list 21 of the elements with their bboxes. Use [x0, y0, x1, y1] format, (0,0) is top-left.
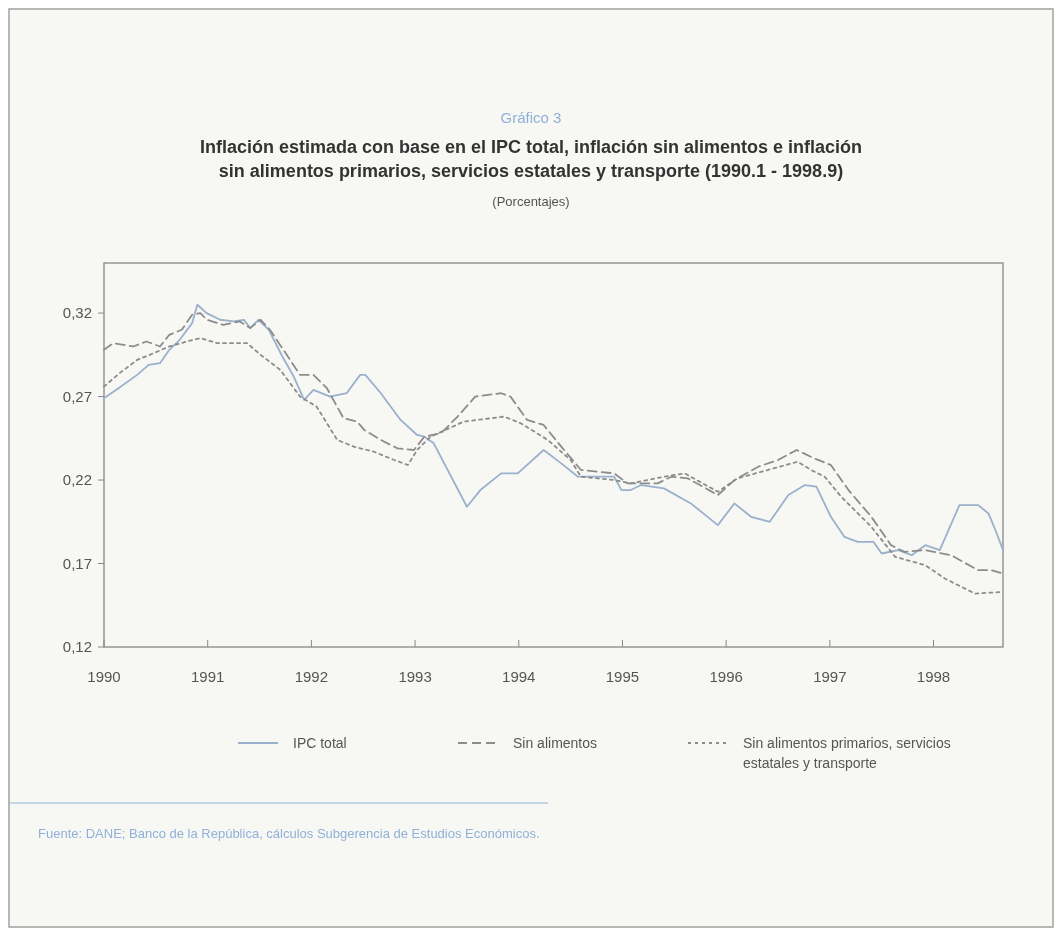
x-tick-label: 1992 [294, 668, 329, 685]
legend-label: Sin alimentos [513, 734, 598, 751]
x-tick-label: 1993 [398, 668, 432, 685]
x-tick-label: 1991 [191, 668, 225, 685]
chart-subtitle: (Porcentajes) [492, 194, 570, 209]
x-tick-label: 1996 [709, 668, 743, 685]
y-tick-label: 0,22 [62, 471, 92, 489]
y-tick-label: 0,27 [62, 387, 92, 405]
x-tick-label: 1997 [813, 668, 847, 685]
chart-title: Inflación estimada con base en el IPC total, inflación sin alimentos e inflación sin alimentos primarios, servicios estatales y transporte (1990.1 - 1998.9) [199, 137, 863, 181]
y-tick-label: 0,17 [62, 554, 92, 572]
y-tick-label: 0,32 [62, 304, 92, 322]
y-tick-label: 0,12 [62, 638, 92, 656]
x-tick-label: 1998 [916, 668, 951, 685]
legend-label: IPC total [293, 734, 347, 751]
source-note: Fuente: DANE; Banco de la República, cálculos Subgerencia de Estudios Económicos. [38, 826, 540, 841]
legend-label: Sin alimentos primarios, servicios estatales y transporte [743, 734, 951, 771]
text: Gráfico 3 [500, 109, 562, 126]
x-tick-label: 1990 [87, 668, 121, 685]
x-tick-label: 1994 [502, 668, 536, 685]
x-tick-label: 1995 [605, 668, 640, 685]
